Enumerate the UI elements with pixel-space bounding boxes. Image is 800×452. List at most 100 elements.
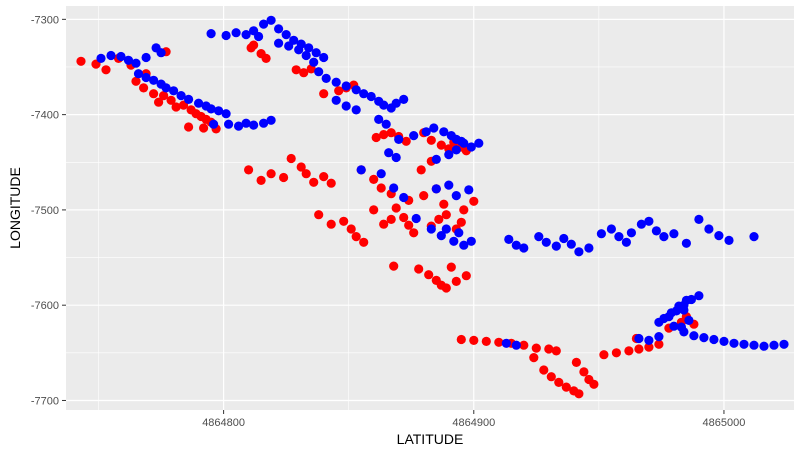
red-point [434,214,444,224]
blue-point [459,240,469,250]
blue-point [141,72,151,83]
blue-point [351,85,361,95]
red-point [399,212,409,223]
red-point [574,389,584,399]
blue-point [694,291,704,301]
red-point [424,270,434,280]
blue-point [133,69,144,79]
blue-point [274,38,284,48]
blue-point [441,224,451,234]
blue-point [684,315,694,325]
blue-point [451,191,461,201]
red-point [261,53,271,64]
blue-point [149,75,159,85]
blue-point [259,118,269,128]
blue-point [284,41,294,51]
blue-point [504,234,514,244]
blue-point [454,228,464,238]
blue-point [511,240,521,250]
red-point [426,135,436,145]
blue-point [169,86,179,96]
blue-point [206,104,216,114]
blue-point [719,336,729,346]
blue-point [699,333,709,343]
red-point [166,95,176,105]
blue-point [659,232,669,242]
blue-point [439,127,449,137]
blue-point [634,333,644,344]
red-point [351,232,361,242]
y-tick-label: -7500 [31,205,59,217]
blue-point [301,50,311,61]
blue-point [694,214,704,224]
blue-point [729,338,739,348]
red-point [139,83,149,93]
blue-point [384,148,394,158]
blue-point [676,322,687,332]
blue-point [584,243,594,253]
red-point [571,357,582,367]
blue-point [444,180,454,190]
blue-point [394,134,404,144]
x-tick-label: 4864900 [452,417,495,429]
blue-point [559,233,569,244]
blue-point [184,94,194,104]
red-point [441,283,451,293]
blue-point [321,73,331,83]
blue-point [304,43,314,53]
blue-point [421,127,431,137]
y-tick-label: -7400 [31,110,59,122]
blue-point [714,231,724,241]
red-point [416,165,426,175]
blue-point [596,229,607,239]
blue-point [379,100,389,110]
blue-point [294,45,304,55]
blue-point [474,138,484,148]
blue-point [551,241,561,251]
blue-point [679,305,689,315]
blue-point [669,229,679,239]
blue-point [449,236,459,246]
blue-point [534,232,544,242]
blue-point [436,231,446,241]
blue-point [214,106,224,116]
blue-point [249,120,259,130]
red-point [539,365,549,375]
blue-point [176,91,186,101]
blue-point [206,28,216,39]
blue-point [466,142,476,152]
blue-point [466,236,476,246]
blue-point [704,224,714,234]
red-point [439,199,449,209]
blue-point [759,341,769,351]
plot-panel [66,6,794,410]
blue-point [541,237,551,247]
red-point [291,65,301,75]
blue-point [231,28,241,38]
red-point [544,344,554,354]
blue-point [769,340,779,350]
red-point [249,40,259,50]
red-point [481,336,491,346]
blue-point [739,339,749,349]
blue-point [654,332,664,342]
data-points [76,15,789,399]
blue-point [309,57,319,67]
blue-point [241,29,251,40]
blue-point [131,58,141,68]
red-point [154,97,164,107]
red-point [299,68,309,78]
blue-point [234,121,244,131]
y-axis: -7300 -7400 -7500 -7600 -7700 [31,14,66,407]
red-point [654,339,664,349]
blue-point [341,101,351,111]
blue-point [366,91,376,102]
y-tick-label: -7300 [31,14,59,26]
blue-point [374,114,384,124]
blue-point [669,321,679,331]
red-point [644,342,654,352]
blue-point [341,81,351,91]
blue-point [444,150,454,160]
red-point [441,210,451,220]
blue-point [389,183,399,193]
